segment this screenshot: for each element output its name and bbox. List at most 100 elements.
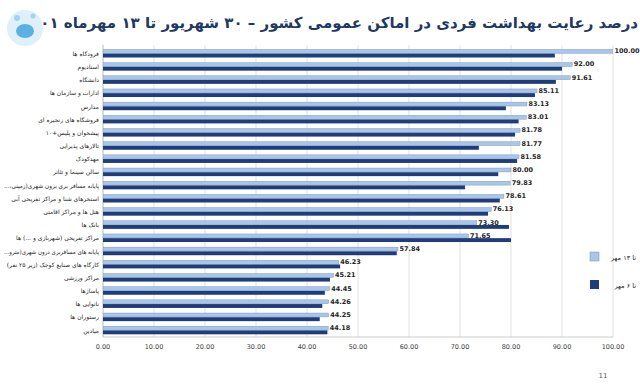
bar (103, 330, 327, 334)
icon-bubble (14, 15, 20, 21)
bar (103, 199, 500, 203)
data-label: 44.18 (330, 324, 351, 332)
x-tick-label: 40.00 (298, 343, 317, 351)
data-label: 46.23 (340, 258, 361, 266)
bar (103, 133, 515, 137)
bar (103, 278, 330, 282)
bar (103, 54, 555, 58)
icon-bg (7, 10, 43, 46)
category-label: بانک ها (82, 221, 100, 228)
category-label: پیشخوان و پلیس+۱۰ (46, 129, 100, 137)
x-tick-label: 20.00 (196, 343, 215, 351)
data-label: 80.00 (513, 166, 534, 174)
icon (7, 10, 43, 46)
bar (103, 300, 329, 304)
bar (103, 102, 527, 106)
data-label: 83.13 (528, 100, 549, 108)
labels: 100.00فرودگاه ها92.00استادیوم91.61دانشگا… (4, 47, 640, 334)
data-label: 79.83 (512, 179, 533, 187)
bar (103, 106, 506, 110)
bar (103, 304, 322, 308)
bar (103, 194, 504, 198)
bar (103, 142, 520, 146)
icon-hand (16, 24, 34, 38)
bar (103, 120, 519, 124)
category-label: فروشگاه های زنجیره ای (38, 116, 99, 124)
data-label: 92.00 (574, 60, 595, 68)
x-tick-label: 70.00 (451, 343, 470, 351)
chart-svg: درصد رعایت بهداشت فردی در اماکن عمومی کش… (0, 0, 640, 386)
bar (103, 265, 340, 269)
x-tick-label: 50.00 (349, 343, 368, 351)
category-label: هتل ها و مراکز اقامتی (43, 208, 99, 216)
bar (103, 185, 465, 189)
x-tick-label: 90.00 (553, 343, 572, 351)
chart-container: درصد رعایت بهداشت فردی در اماکن عمومی کش… (0, 0, 640, 386)
data-label: 73.30 (478, 219, 499, 227)
x-tick-label: 80.00 (502, 343, 521, 351)
grid-line (562, 45, 563, 337)
legend-swatch (590, 252, 599, 261)
bar (103, 291, 325, 295)
grid-line (613, 45, 614, 337)
legend: تا ۱۳ مهر تا ۶ مهر (590, 252, 636, 290)
bar (103, 247, 398, 251)
x-tick-label: 30.00 (247, 343, 266, 351)
bar (103, 80, 556, 84)
data-label: 71.65 (470, 232, 491, 240)
data-label: 100.00 (615, 47, 640, 55)
data-label: 57.84 (399, 245, 420, 253)
title: درصد رعایت بهداشت فردی در اماکن عمومی کش… (22, 14, 638, 32)
icon-bubble (31, 14, 36, 19)
bar (103, 89, 537, 93)
data-label: 78.61 (505, 192, 526, 200)
category-label: پایانه های مسافربری درون شهری(مترو... (4, 248, 99, 256)
bar (103, 287, 330, 291)
data-label: 85.11 (539, 87, 560, 95)
data-label: 76.13 (493, 205, 514, 213)
bar (103, 93, 535, 97)
category-label: سالن سینما و تئاتر (52, 168, 99, 176)
bar (103, 212, 488, 216)
bar (103, 208, 491, 212)
bar (103, 225, 509, 229)
bar (103, 317, 320, 321)
category-label: استخرهای شنا و مراکز تفریحی آبی (11, 195, 99, 203)
data-label: 44.45 (331, 285, 352, 293)
x-tick-label: 0.00 (96, 343, 110, 351)
category-label: مراکز ورزشی (64, 274, 99, 282)
bar (103, 128, 520, 132)
data-label: 81.78 (522, 126, 543, 134)
bar (103, 155, 519, 159)
bar (103, 326, 328, 330)
category-label: مهدکودک (76, 155, 99, 163)
data-label: 81.58 (521, 153, 542, 161)
category-label: تالارهای پذیرایی (59, 142, 99, 150)
bar (103, 67, 562, 71)
bar (103, 238, 511, 242)
data-label: 83.01 (528, 113, 549, 121)
category-label: مراکز تفریحی (شهربازی و ...) ها (16, 234, 99, 242)
legend-label: تا ۱۳ مهر (610, 254, 636, 262)
category-label: فرودگاه ها (73, 50, 100, 58)
bar (103, 313, 329, 317)
data-label: 44.26 (330, 298, 351, 306)
data-label: 81.77 (522, 140, 543, 148)
bar (103, 234, 468, 238)
x-tick-label: 100.00 (602, 343, 625, 351)
x-tick-label: 60.00 (400, 343, 419, 351)
legend-swatch (590, 280, 599, 289)
x-axis-line (103, 337, 613, 338)
legend-label: تا ۶ مهر (614, 282, 637, 290)
bars (103, 49, 613, 334)
bar (103, 76, 570, 80)
bar (103, 273, 334, 277)
bar (103, 63, 572, 67)
bar (103, 172, 498, 176)
category-label: استادیوم (78, 63, 100, 71)
data-label: 45.21 (335, 271, 356, 279)
data-label: 44.25 (330, 311, 351, 319)
bar (103, 49, 613, 53)
category-label: مدارس (81, 103, 99, 111)
bar (103, 146, 479, 150)
